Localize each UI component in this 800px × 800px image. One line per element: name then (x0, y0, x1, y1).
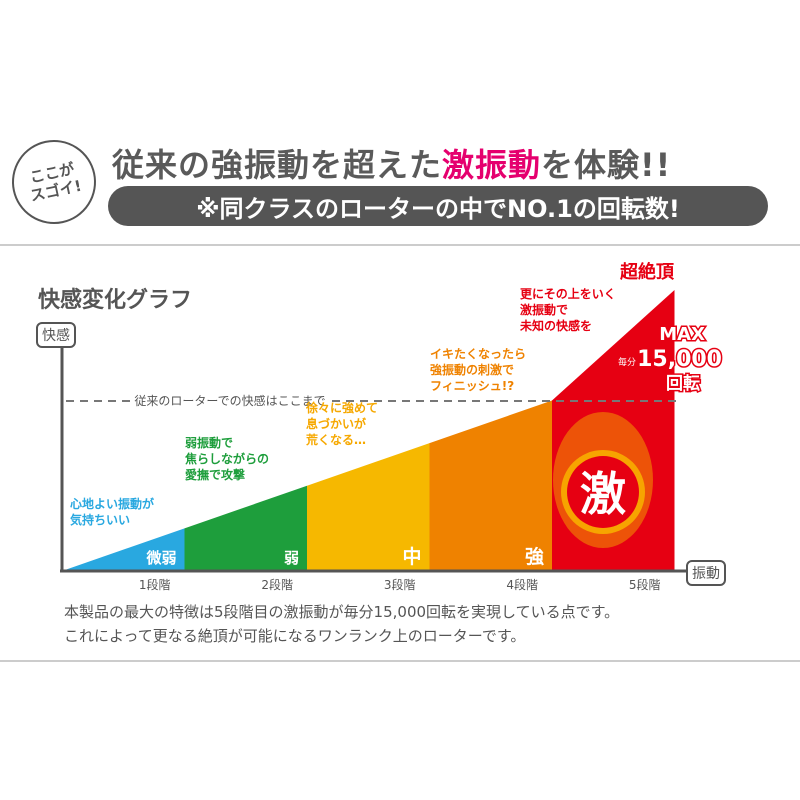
x-tick-label: 3段階 (384, 577, 416, 592)
stage-note-line: 未知の快感を (519, 318, 592, 333)
description-line1: 本製品の最大の特徴は5段階目の激振動が毎分15,000回転を実現している点です。 (64, 603, 620, 621)
stage-area-chu (307, 443, 430, 571)
stage-note-line: 気持ちいい (70, 512, 130, 527)
stage-area-bibi (62, 528, 185, 571)
y-axis-label: 快感 (36, 322, 76, 348)
stage-note-line: 強振動の刺激で (430, 362, 514, 377)
stage-note-line: イキたくなったら (430, 347, 526, 361)
headline-highlight: 激振動 (442, 146, 542, 184)
subheadline-bar: ※同クラスのローターの中でNO.1の回転数! (108, 186, 768, 226)
stage-note-line: 徐々に強めて (305, 400, 378, 415)
max-unit: 回転 (666, 373, 700, 394)
description: 本製品の最大の特徴は5段階目の激振動が毎分15,000回転を実現している点です。… (64, 600, 619, 648)
stage-note-line: 荒くなる… (305, 432, 366, 447)
divider-top (0, 244, 800, 246)
stage-label-geki: 激 (580, 467, 626, 521)
stage-note-line: 更にその上をいく (520, 286, 616, 301)
stage-note-line: 息づかいが (306, 416, 366, 431)
stage-area-kyo (429, 400, 552, 571)
max-label: MAX (659, 324, 705, 345)
stage-label-bibi: 微弱 (145, 549, 176, 567)
divider-bottom (0, 660, 800, 662)
chart-title: 快感変化グラフ (38, 288, 193, 313)
max-prefix: 毎分 (618, 356, 636, 368)
stage-area-jaku (184, 485, 307, 571)
stage-note-line: 焦らしながらの (184, 451, 269, 466)
x-axis-label: 振動 (686, 560, 726, 586)
stage-note-line: 愛撫で攻撃 (185, 467, 245, 482)
threshold-label: 従来のローターでの快感はここまで (134, 393, 325, 408)
stage-note-line: フィニッシュ!? (430, 379, 514, 393)
stage-note-line: 激振動で (520, 302, 568, 317)
headline-part2: を体験!! (541, 146, 672, 184)
threshold-label-bg (130, 392, 330, 410)
max-value: 15,000 (637, 347, 722, 372)
stage-note-line: 弱振動で (185, 435, 233, 450)
stage-label-kyo: 強 (525, 546, 544, 568)
headline: 従来の強振動を超えた激振動を体験!! (112, 140, 671, 186)
stage-note-line: 心地よい振動が (70, 496, 154, 511)
x-tick-label: 5段階 (629, 577, 661, 592)
fire-emblem: 激 (553, 412, 653, 548)
x-tick-label: 1段階 (139, 577, 171, 592)
subheadline: ※同クラスのローターの中でNO.1の回転数! (196, 194, 680, 223)
top-label: 超絶頂 (620, 261, 675, 283)
stage-label-chu: 中 (402, 545, 421, 568)
description-line2: これによって更なる絶頂が可能になるワンランク上のローターです。 (64, 627, 526, 645)
x-tick-label: 2段階 (261, 577, 293, 592)
stage-label-jaku: 弱 (284, 549, 299, 567)
headline-part1: 従来の強振動を超えた (112, 146, 443, 184)
x-tick-label: 4段階 (506, 577, 538, 592)
